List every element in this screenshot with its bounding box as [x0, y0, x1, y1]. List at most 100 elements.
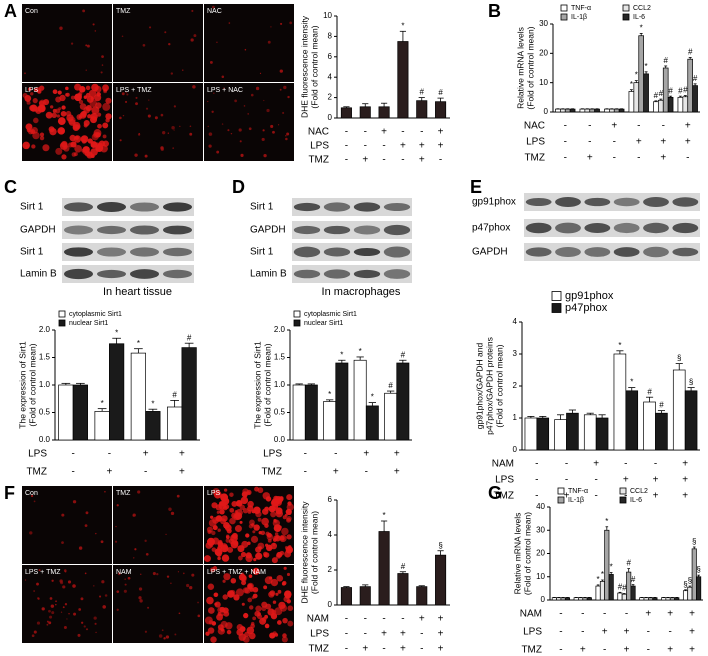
cell-signal: [163, 637, 166, 640]
condition-sign: -: [382, 141, 385, 152]
cell-signal: [170, 511, 175, 516]
condition-sign: -: [345, 141, 348, 152]
significance-mark: *: [328, 390, 331, 399]
blot-band: [383, 202, 411, 212]
cell-signal: [212, 5, 215, 9]
condition-sign: +: [667, 609, 673, 620]
condition-sign: -: [647, 645, 650, 656]
condition-sign: -: [613, 137, 616, 148]
bar: [682, 96, 689, 113]
cell-signal: [207, 607, 215, 614]
condition-sign: -: [401, 155, 404, 166]
cell-signal: [286, 517, 292, 523]
condition-sign: -: [304, 449, 307, 460]
cell-signal: [264, 623, 270, 629]
cell-signal: [102, 134, 107, 139]
significance-mark: #: [683, 86, 688, 95]
cell-signal: [144, 154, 148, 158]
cell-signal: [269, 632, 276, 639]
micrograph-label: LPS + TMZ + NAM: [207, 569, 266, 576]
cell-signal: [217, 556, 221, 561]
cell-signal: [235, 500, 243, 507]
cell-signal: [217, 528, 221, 532]
panel-letter: A: [4, 1, 17, 21]
cell-signal: [127, 576, 131, 580]
condition-name: NAC: [308, 127, 329, 138]
cell-signal: [85, 105, 92, 112]
cell-signal: [254, 610, 261, 617]
cell-signal: [212, 487, 220, 496]
bar: [569, 108, 576, 113]
cell-signal: [166, 575, 170, 578]
bar: [556, 597, 562, 601]
cell-signal: [227, 129, 230, 132]
cell-signal: [173, 129, 175, 131]
y-axis-label: (Fold of control mean): [309, 25, 319, 108]
cell-signal: [245, 533, 250, 538]
bar: [669, 597, 675, 601]
cell-signal: [102, 122, 109, 129]
significance-mark: §: [677, 354, 681, 363]
cell-signal: [91, 133, 99, 141]
condition-sign: -: [637, 153, 640, 164]
condition-sign: +: [645, 609, 651, 620]
condition-name: LPS: [523, 627, 542, 638]
condition-sign: -: [382, 155, 385, 166]
cell-signal: [284, 592, 292, 599]
cell-signal: [134, 548, 137, 551]
bar: [416, 586, 428, 606]
micrograph-label: TMZ: [116, 8, 131, 15]
y-tick-label: 0.5: [39, 408, 51, 417]
cell-signal: [288, 548, 292, 552]
cell-signal: [93, 94, 102, 102]
panel-letter: F: [4, 483, 15, 503]
cell-signal: [133, 557, 135, 559]
blot-band: [129, 202, 160, 212]
cell-signal: [278, 525, 282, 530]
cell-signal: [248, 127, 252, 131]
cell-signal: [85, 69, 87, 71]
bar: [582, 597, 588, 601]
blot-strip: [292, 198, 412, 216]
cell-signal: [287, 95, 290, 99]
micrograph-label: LPS + TMZ: [25, 569, 61, 576]
cell-signal: [83, 95, 88, 99]
cell-signal: [236, 623, 244, 631]
cell-signal: [258, 530, 262, 535]
cell-signal: [91, 83, 99, 92]
condition-sign: -: [564, 153, 567, 164]
legend-label: IL-6: [633, 14, 645, 21]
cell-signal: [273, 518, 277, 523]
condition-name: NAM: [307, 614, 329, 625]
bar: [435, 101, 447, 119]
cell-signal: [261, 517, 269, 526]
bar: [608, 108, 615, 113]
condition-sign: +: [593, 459, 599, 470]
cell-signal: [85, 44, 88, 47]
y-axis-label: p47phox/GAPDH proteins: [484, 337, 494, 435]
blot-band: [96, 269, 127, 279]
cell-signal: [222, 505, 228, 511]
cell-signal: [287, 620, 294, 627]
condition-sign: +: [106, 467, 112, 478]
blot-band: [613, 247, 640, 257]
cell-signal: [94, 622, 97, 625]
bar: [378, 531, 390, 606]
cell-signal: [91, 106, 100, 115]
bar: [94, 411, 110, 441]
cell-signal: [42, 144, 50, 152]
condition-sign: +: [689, 627, 695, 638]
cell-signal: [59, 26, 63, 30]
condition-sign: -: [654, 459, 657, 470]
cell-signal: [119, 139, 122, 142]
bar: [677, 96, 684, 113]
condition-name: TMZ: [26, 467, 47, 478]
significance-mark: §: [696, 565, 700, 574]
condition-sign: +: [363, 449, 369, 460]
legend-swatch: [619, 496, 627, 504]
cell-signal: [283, 566, 287, 570]
cell-signal: [252, 567, 260, 575]
condition-name: TMZ: [308, 644, 329, 655]
blot-band: [323, 202, 351, 212]
cell-signal: [116, 504, 119, 507]
